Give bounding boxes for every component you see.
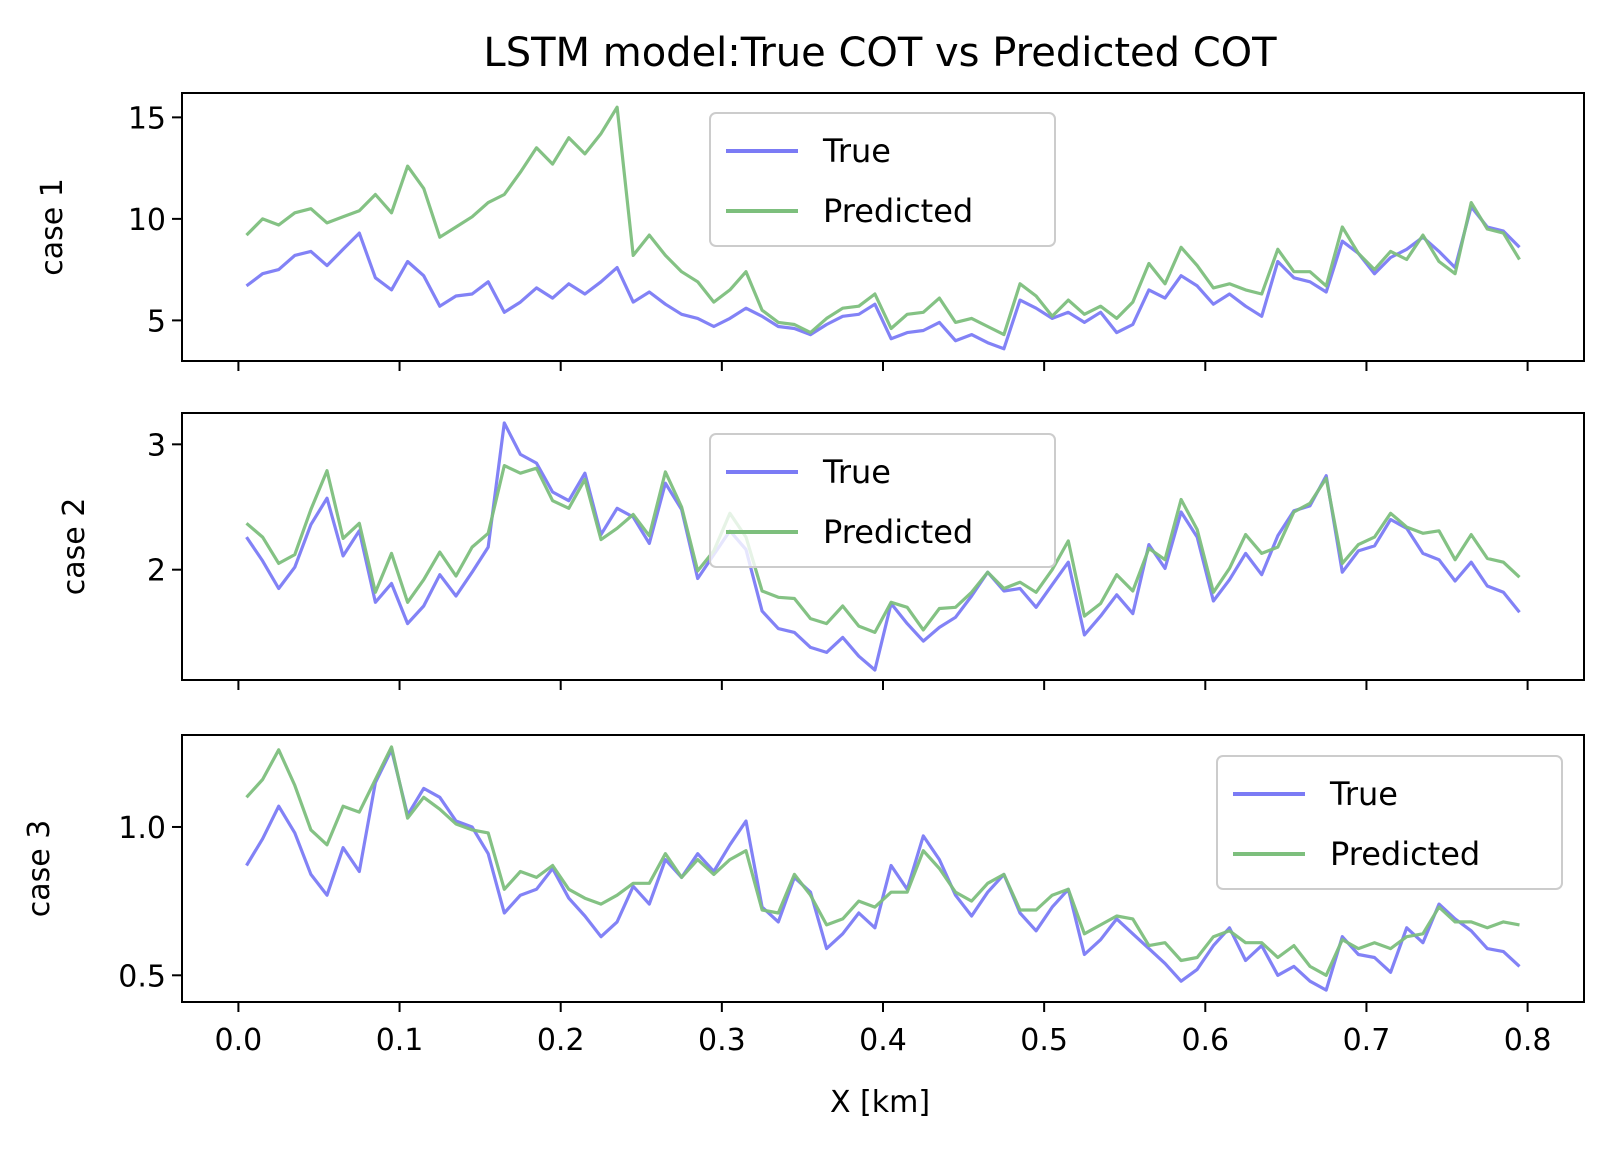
subplots: 5 10 15 case 1 True Predicted 2 3 case 2 True Pred… bbox=[22, 92, 1585, 1058]
y-axis-label: case 1 bbox=[35, 178, 70, 276]
x-axis-label: X [km] bbox=[830, 1085, 930, 1120]
legend-label-predicted: Predicted bbox=[823, 513, 973, 551]
y-tick-label: 0.5 bbox=[118, 959, 166, 994]
y-tick-label: 15 bbox=[128, 101, 166, 136]
x-tick-label: 0.0 bbox=[215, 1023, 263, 1058]
y-tick-label: 10 bbox=[128, 203, 166, 238]
x-tick-label: 0.8 bbox=[1504, 1023, 1552, 1058]
legend-label-predicted: Predicted bbox=[823, 192, 973, 230]
x-tick-label: 0.5 bbox=[1020, 1023, 1068, 1058]
x-tick-label: 0.3 bbox=[698, 1023, 746, 1058]
series-line-true-case-1 bbox=[245, 205, 1521, 351]
legend-label-predicted: Predicted bbox=[1330, 835, 1480, 873]
y-axis-label: case 3 bbox=[22, 820, 57, 918]
legend: True Predicted bbox=[709, 112, 1056, 247]
x-tick-label: 0.4 bbox=[859, 1023, 907, 1058]
x-tick-label: 0.6 bbox=[1181, 1023, 1229, 1058]
subplot-case-2: 2 3 case 2 True Predicted bbox=[57, 412, 1585, 690]
legend-label-true: True bbox=[822, 453, 891, 491]
x-tick-label: 0.7 bbox=[1343, 1023, 1391, 1058]
y-tick-label: 3 bbox=[147, 428, 166, 463]
subplot-case-1: 5 10 15 case 1 True Predicted bbox=[35, 92, 1585, 371]
legend: True Predicted bbox=[1216, 755, 1563, 890]
series-line-predicted-case-1 bbox=[245, 105, 1521, 337]
series-line-true-case-3 bbox=[245, 748, 1521, 992]
series-line-true-case-2 bbox=[245, 421, 1521, 672]
series-line-predicted-case-3 bbox=[245, 745, 1520, 977]
chart-title: LSTM model:True COT vs Predicted COT bbox=[483, 30, 1277, 76]
y-axis-label: case 2 bbox=[57, 498, 92, 596]
y-tick-label: 1.0 bbox=[118, 811, 166, 846]
y-tick-label: 5 bbox=[147, 304, 166, 339]
series-line-predicted-case-2 bbox=[245, 464, 1521, 635]
x-tick-label: 0.1 bbox=[376, 1023, 424, 1058]
y-tick-label: 2 bbox=[147, 554, 166, 589]
legend-label-true: True bbox=[1329, 775, 1398, 813]
legend-label-true: True bbox=[822, 132, 891, 170]
subplot-case-3: 0.5 1.0 0.0 0.1 0.2 0.3 0.4 0.5 0.6 0.7 0.8 case 3 T… bbox=[22, 734, 1585, 1058]
legend: True Predicted bbox=[709, 433, 1056, 568]
x-tick-label: 0.2 bbox=[537, 1023, 585, 1058]
